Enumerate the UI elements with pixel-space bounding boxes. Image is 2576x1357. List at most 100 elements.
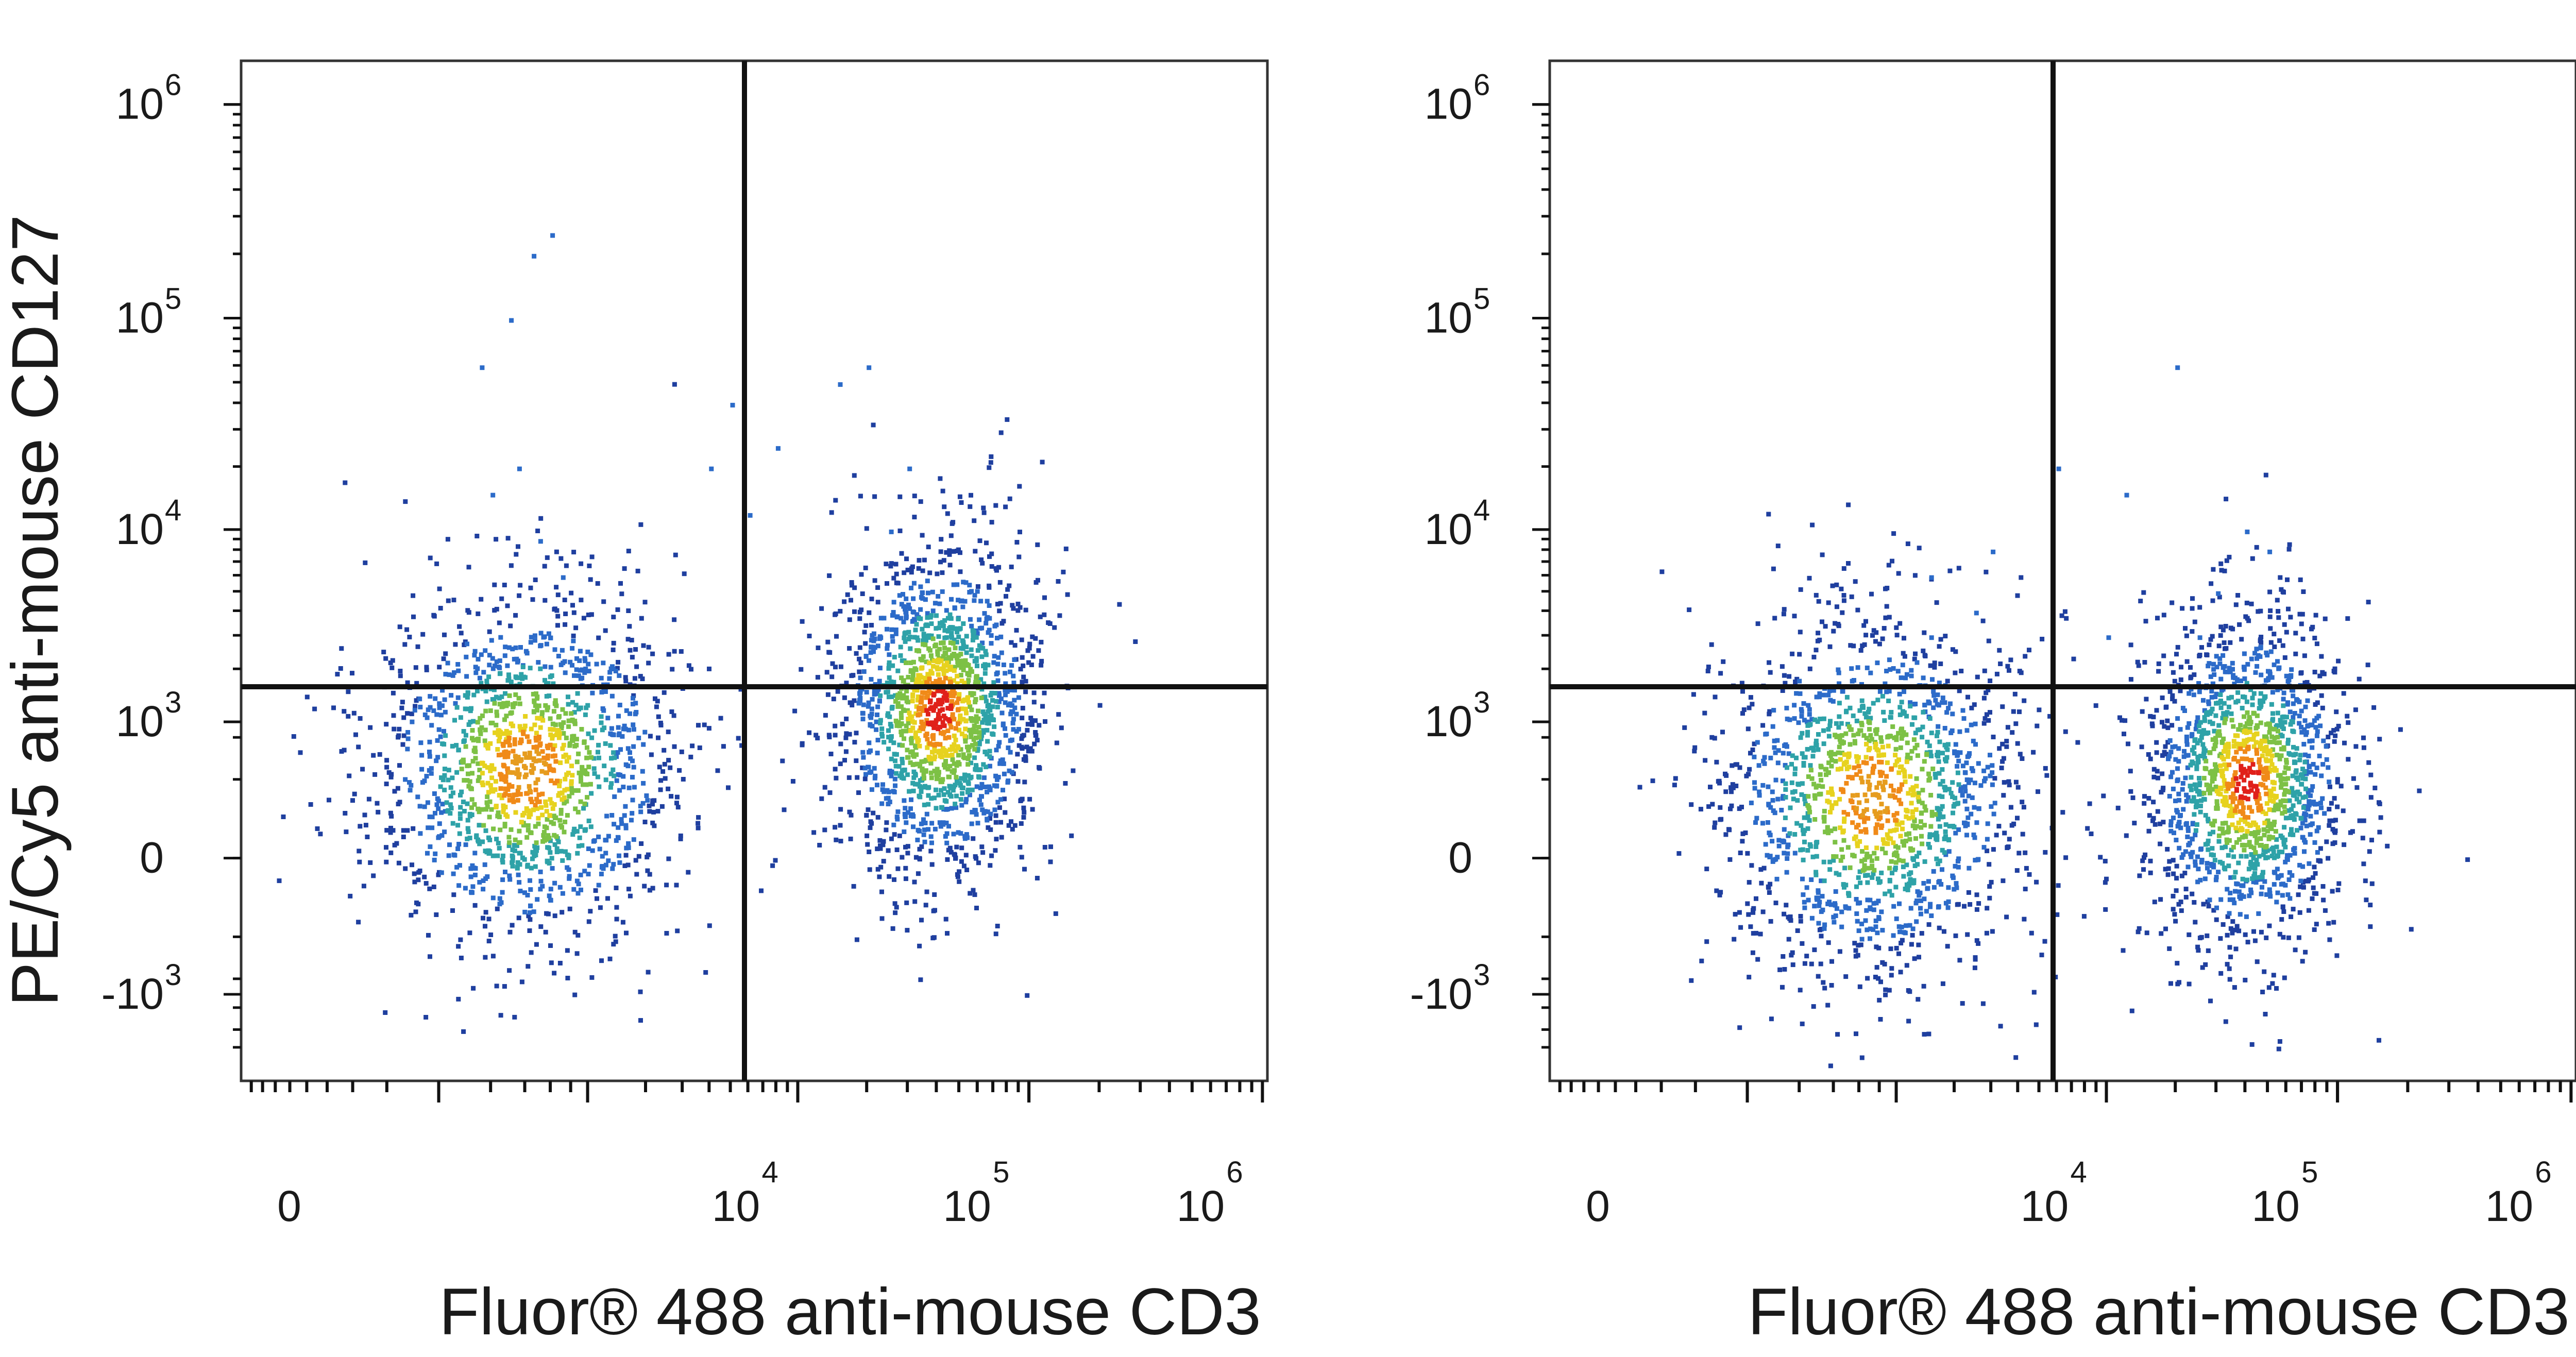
event-dot: [852, 740, 857, 745]
event-dot: [543, 929, 548, 935]
event-dot: [943, 917, 948, 922]
event-dot: [1777, 967, 1783, 972]
event-dot: [1857, 984, 1862, 989]
event-dot: [1857, 900, 1862, 905]
event-dot: [424, 774, 429, 779]
event-dot: [545, 707, 550, 713]
event-dot: [997, 740, 1002, 745]
event-dot: [878, 718, 883, 723]
event-dot: [427, 750, 432, 754]
event-dot: [1980, 1001, 1986, 1006]
event-dot: [1937, 858, 1942, 863]
event-dot: [535, 799, 540, 804]
event-dot: [581, 782, 585, 787]
event-dot: [1846, 754, 1851, 759]
event-dot: [465, 818, 470, 823]
event-dot: [997, 761, 1003, 766]
event-dot: [621, 726, 626, 732]
event-dot: [986, 630, 991, 635]
event-dot: [537, 743, 543, 748]
event-dot: [866, 700, 871, 705]
event-dot: [969, 734, 974, 739]
event-dot: [1865, 897, 1870, 903]
event-dot: [1876, 748, 1881, 753]
event-dot: [623, 804, 628, 809]
event-dot: [1831, 629, 1836, 634]
event-dot: [2000, 704, 2005, 709]
event-dot: [1908, 846, 1913, 851]
event-dot: [558, 823, 563, 828]
event-dot: [948, 665, 953, 670]
event-dot: [869, 597, 874, 602]
event-dot: [644, 793, 649, 798]
event-dot: [909, 585, 913, 590]
event-dot: [895, 809, 901, 815]
event-dot: [1838, 825, 1843, 830]
event-dot: [923, 768, 928, 773]
event-dot: [982, 671, 988, 676]
event-dot: [1883, 586, 1888, 591]
event-dot: [580, 766, 585, 771]
event-dot: [544, 809, 549, 814]
event-dot: [1988, 773, 1993, 778]
event-dot: [462, 642, 467, 648]
event-dot: [474, 534, 480, 538]
event-dot: [872, 688, 877, 693]
event-dot: [437, 586, 442, 591]
event-dot: [575, 851, 580, 856]
event-dot: [1834, 604, 1839, 609]
event-dot: [448, 811, 453, 816]
event-dot: [951, 582, 956, 587]
event-dot: [979, 844, 985, 850]
event-dot: [1936, 904, 1941, 909]
event-dot: [911, 775, 917, 780]
event-dot: [531, 709, 536, 715]
event-dot: [961, 621, 966, 626]
event-dot: [920, 533, 925, 538]
event-dot: [931, 692, 936, 698]
event-dot: [942, 504, 947, 510]
event-dot: [887, 652, 892, 657]
event-dot: [2004, 739, 2009, 744]
event-dot: [902, 570, 907, 575]
event-dot: [899, 616, 904, 621]
event-dot: [956, 760, 961, 765]
event-dot: [1740, 831, 1745, 836]
event-dot: [413, 665, 418, 670]
event-dot: [450, 743, 455, 749]
event-dot: [1834, 734, 1839, 739]
event-dot: [1960, 708, 1965, 713]
event-dot: [976, 724, 981, 730]
event-dot: [2013, 1055, 2019, 1060]
event-dot: [638, 522, 643, 527]
event-dot: [981, 728, 986, 733]
event-dot: [997, 608, 1002, 614]
event-dot: [1981, 696, 1987, 701]
event-dot: [929, 633, 934, 638]
event-dot: [904, 689, 909, 693]
event-dot: [941, 671, 946, 676]
event-dot: [556, 715, 561, 720]
event-dot: [2042, 939, 2047, 944]
event-dot: [917, 649, 922, 654]
event-dot: [434, 561, 439, 566]
event-dot: [507, 693, 512, 698]
event-dot: [638, 989, 643, 994]
event-dot: [919, 699, 924, 704]
event-dot: [1812, 796, 1818, 801]
event-dot: [1780, 688, 1785, 693]
event-dot: [911, 596, 916, 601]
event-dot: [889, 769, 894, 774]
event-dot: [946, 655, 951, 660]
event-dot: [1865, 866, 1870, 871]
event-dot: [943, 765, 948, 770]
event-dot: [868, 748, 873, 753]
event-dot: [2117, 715, 2122, 720]
event-dot: [2014, 868, 2020, 873]
event-dot: [878, 635, 884, 640]
event-dot: [1913, 731, 1918, 736]
event-dot: [1878, 1017, 1883, 1022]
event-dot: [951, 678, 956, 683]
event-dot: [1899, 941, 1904, 946]
